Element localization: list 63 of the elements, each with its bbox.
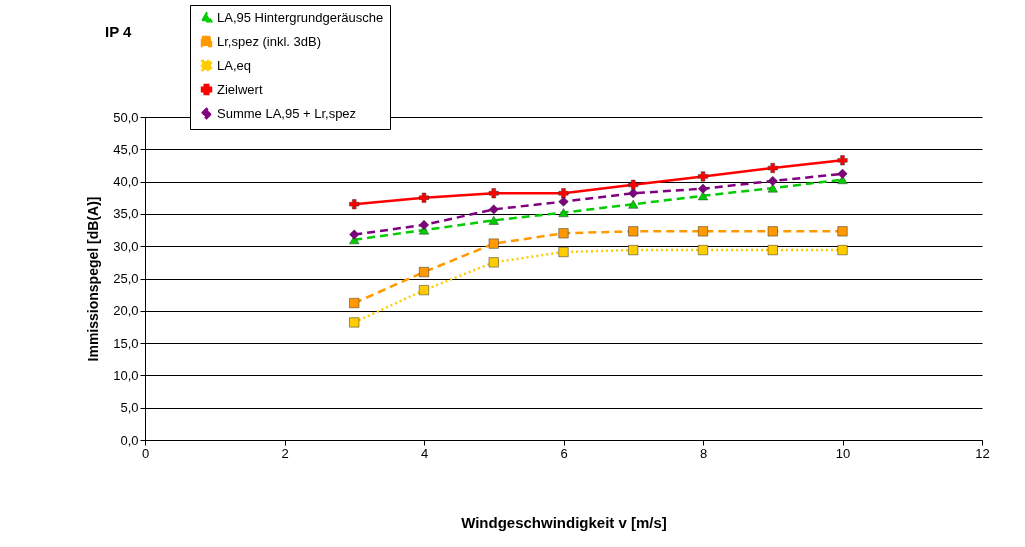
point [488, 188, 499, 199]
x-axis-title: Windgeschwindigkeit v [m/s] [461, 513, 667, 531]
point [837, 168, 848, 179]
legend-label: Zielwert [217, 81, 263, 97]
y-tick-label: 0,0 [120, 432, 139, 448]
point [837, 226, 848, 237]
point [698, 226, 708, 237]
x-tick-label: 2 [281, 445, 289, 461]
point [419, 192, 429, 203]
point [767, 175, 778, 186]
point [628, 245, 639, 256]
legend-label: Summe LA,95 + Lr,spez [217, 105, 357, 121]
point [698, 245, 708, 256]
y-tick-label: 25,0 [113, 271, 139, 286]
point [767, 226, 778, 237]
legend-label: Lr,spez (inkl. 3dB) [217, 33, 322, 49]
x-tick-label: 8 [699, 445, 708, 461]
point [488, 238, 499, 249]
legend-label: LA,95 Hintergrundgeräusche [217, 9, 384, 25]
point [488, 216, 499, 225]
point [419, 285, 429, 296]
x-tick-label: 0 [141, 445, 150, 461]
point [767, 163, 778, 174]
point [628, 199, 639, 209]
point [349, 229, 360, 240]
point [837, 155, 848, 166]
x-tick-label: 6 [560, 445, 568, 461]
x-tick-label: 4 [420, 445, 429, 461]
y-tick-label: 50,0 [113, 109, 139, 125]
point [349, 317, 360, 328]
point [628, 226, 639, 237]
point [419, 219, 429, 230]
y-tick-label: 15,0 [113, 335, 139, 351]
point [558, 208, 569, 217]
point [698, 171, 708, 182]
point [767, 183, 778, 193]
point [349, 298, 360, 309]
y-tick-label: 35,0 [113, 206, 139, 222]
y-tick-label: 40,0 [113, 174, 139, 190]
point [558, 196, 569, 207]
point [419, 267, 429, 278]
point [628, 188, 639, 199]
legend-label: LA,eq [217, 57, 251, 73]
point [837, 245, 848, 256]
point [488, 204, 499, 215]
y-tick-label: 45,0 [113, 141, 139, 157]
point [558, 188, 569, 199]
point [488, 257, 499, 268]
x-tick-label: 12 [975, 445, 990, 461]
point [767, 245, 778, 256]
point [698, 191, 708, 201]
point [558, 228, 569, 239]
x-tick-label: 10 [835, 445, 851, 461]
point [698, 183, 708, 194]
y-tick-label: 5,0 [120, 400, 139, 416]
point [558, 247, 569, 258]
y-tick-label: 10,0 [113, 367, 139, 383]
point [349, 199, 360, 210]
y-tick-label: 20,0 [113, 303, 139, 319]
chart-title: IP 4 [105, 23, 133, 40]
y-tick-label: 30,0 [113, 238, 139, 254]
y-axis-title: Immissionspegel [dB(A)] [85, 196, 102, 362]
point [628, 179, 639, 190]
